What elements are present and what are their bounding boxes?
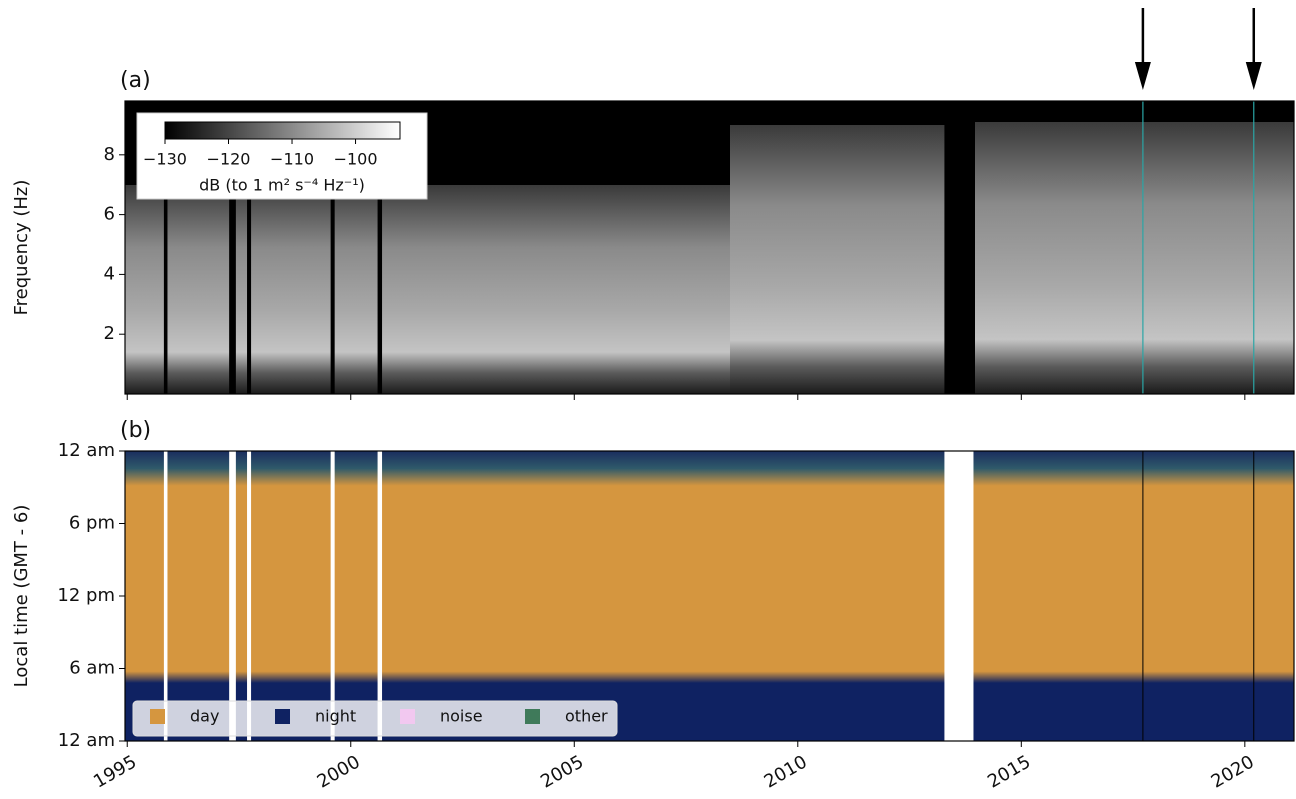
legend-swatch [150,709,165,724]
legend-swatch [275,709,290,724]
arrow-head [1134,62,1151,90]
data-gap [944,451,974,741]
x-tick-label: 2015 [984,751,1034,792]
y-axis-label: Frequency (Hz) [11,180,32,316]
legend-swatch [400,709,415,724]
y-tick-label: 12 am [58,730,115,751]
panel-a [125,101,1294,394]
colorbar: −130 −120 −110 −100 dB (to 1 m² s⁻⁴ Hz⁻¹) [136,112,428,200]
y-tick-label: 12 am [58,440,115,461]
data-gap [247,101,252,394]
data-gap [377,451,383,741]
data-gap [229,451,236,741]
legend-box [132,700,618,737]
colorbar-bar [164,121,401,140]
x-tick-label: 2005 [537,751,587,792]
plot-frame [124,100,1295,395]
colorbar-tick-label: −110 [270,150,314,169]
panel-b [125,451,1294,741]
legend-label: night [315,707,356,726]
legend: day night noise other [132,700,618,737]
colorbar-tick-label: −130 [143,150,187,169]
y-tick-label: 8 [104,144,115,165]
y-tick-label: 6 [104,204,115,225]
spectrogram-texture [975,122,1294,394]
y-tick-label: 2 [104,323,115,344]
panel-label: (b) [120,418,151,443]
y-tick-label: 6 am [69,658,115,679]
data-gap [944,101,974,394]
legend-label: other [565,707,608,726]
spectrogram-texture [125,185,730,394]
legend-swatch [525,709,540,724]
data-gap [163,451,168,741]
x-tick-label: 2010 [761,751,811,792]
spectrogram-texture [730,125,945,394]
legend-label: day [190,707,219,726]
data-gap [330,451,335,741]
classification-texture [125,451,1294,741]
colorbar-label: dB (to 1 m² s⁻⁴ Hz⁻¹) [199,176,365,195]
data-gap [247,451,252,741]
colorbar-tick-label: −100 [334,150,378,169]
colorbar-tick-label: −120 [207,150,251,169]
y-tick-label: 6 pm [69,513,115,534]
data-gap [229,101,236,394]
data-gap [163,101,168,394]
legend-label: noise [440,707,483,726]
y-axis-label: Local time (GMT - 6) [11,505,32,688]
y-tick-label: 12 pm [57,585,115,606]
data-gap [330,101,335,394]
x-tick-label: 2020 [1208,751,1258,792]
data-gap [377,101,383,394]
x-tick-label: 2000 [314,751,364,792]
y-tick-label: 4 [104,263,115,284]
x-tick-label: 1995 [90,751,140,792]
panel-label: (a) [120,68,151,93]
arrow-head [1245,62,1262,90]
